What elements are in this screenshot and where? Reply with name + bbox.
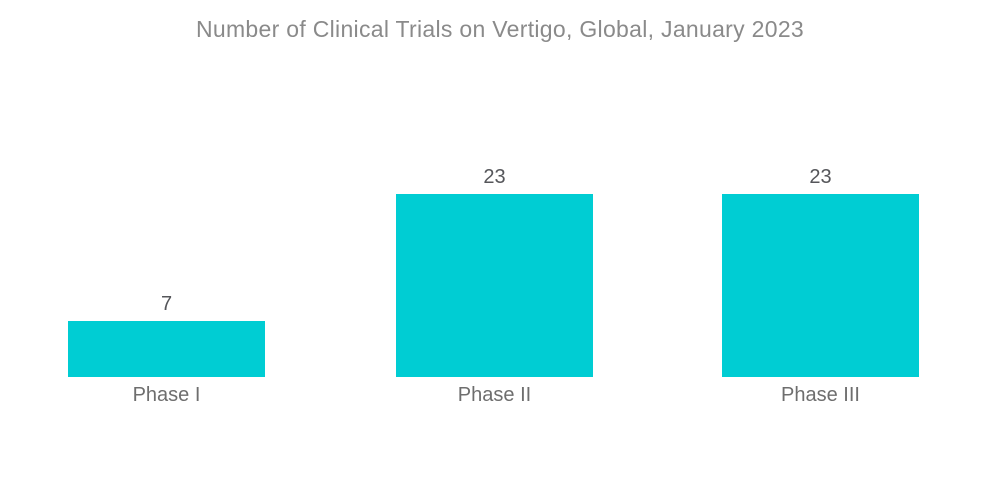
bar-value-label-phase-2: 23 — [483, 166, 506, 188]
bar-value-label-phase-1: 7 — [160, 293, 173, 315]
x-axis-label-phase-2: Phase II — [457, 384, 532, 406]
bar-group-phase-2: 23 — [396, 167, 593, 377]
x-axis-label-phase-1: Phase I — [132, 384, 201, 406]
bar-phase-1 — [68, 321, 265, 377]
bar-value-label-phase-3: 23 — [809, 166, 832, 188]
chart-title: Number of Clinical Trials on Vertigo, Gl… — [195, 16, 805, 42]
bar-group-phase-1: 7 — [68, 294, 265, 377]
bar-phase-2 — [396, 194, 593, 377]
x-axis-label-phase-3: Phase III — [781, 384, 860, 406]
bar-group-phase-3: 23 — [722, 167, 919, 377]
bar-phase-3 — [722, 194, 919, 377]
